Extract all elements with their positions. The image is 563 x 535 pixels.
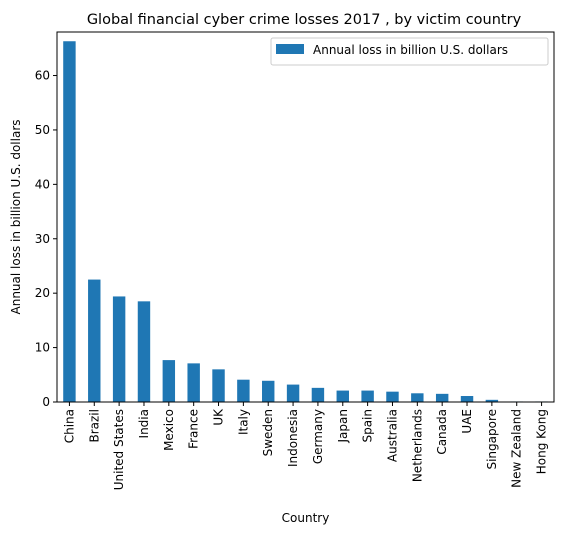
bar-indonesia — [286, 384, 300, 402]
x-tick-label: UAE — [460, 409, 474, 434]
legend-label: Annual loss in billion U.S. dollars — [313, 43, 508, 57]
x-tick-label: France — [187, 409, 201, 449]
bar-canada — [435, 393, 449, 402]
x-tick-label: Spain — [361, 409, 375, 443]
legend: Annual loss in billion U.S. dollars — [270, 37, 549, 66]
plot-frame — [56, 31, 555, 403]
x-tick-label: Hong Kong — [535, 409, 549, 474]
y-axis: 0 10 20 30 40 50 60 — [35, 69, 57, 409]
bars-group — [63, 41, 548, 402]
bar-spain — [361, 390, 374, 402]
x-tick-label: Brazil — [87, 409, 101, 443]
bar-singapore — [485, 399, 499, 402]
x-tick-label: Indonesia — [286, 409, 300, 467]
legend-box — [270, 37, 549, 66]
x-tick-label: Singapore — [485, 409, 499, 470]
bar-uk — [212, 369, 225, 402]
bar-france — [187, 363, 200, 402]
bar-uae — [460, 396, 474, 402]
x-tick-label: Netherlands — [410, 409, 424, 482]
bar-australia — [386, 391, 399, 402]
y-tick-label: 50 — [35, 123, 50, 137]
y-tick-label: 40 — [35, 177, 50, 191]
bar-germany — [311, 387, 325, 402]
x-tick-label: Germany — [311, 409, 325, 464]
x-tick-label: China — [62, 409, 76, 443]
bar-sweden — [262, 380, 275, 402]
bar-india — [137, 301, 151, 402]
x-tick-label: Japan — [336, 409, 350, 443]
x-tick-label: Australia — [385, 409, 399, 462]
x-tick-label: Canada — [435, 409, 449, 455]
y-tick-label: 20 — [35, 286, 50, 300]
bar-united-states — [112, 296, 126, 402]
y-tick-label: 0 — [42, 395, 50, 409]
y-axis-title: Annual loss in billion U.S. dollars — [9, 120, 23, 315]
x-tick-label: Sweden — [261, 409, 275, 456]
bar-mexico — [162, 360, 176, 402]
x-tick-label: Mexico — [162, 409, 176, 451]
bar-italy — [237, 379, 250, 402]
y-tick-label: 10 — [35, 341, 50, 355]
bar-netherlands — [411, 393, 424, 402]
chart-title: Global financial cyber crime losses 2017… — [87, 12, 522, 28]
x-tick-label: United States — [112, 409, 126, 490]
x-tick-label: UK — [212, 408, 226, 426]
x-axis: China Brazil United States India Mexico Franc… — [62, 402, 549, 490]
x-tick-label: New Zealand — [510, 409, 524, 488]
bar-china — [63, 41, 76, 402]
x-tick-label: India — [137, 409, 151, 438]
bar-japan — [336, 390, 349, 402]
x-tick-label: Italy — [236, 409, 250, 435]
bar-brazil — [88, 279, 101, 402]
x-axis-title: Country — [282, 511, 330, 525]
y-tick-label: 60 — [35, 69, 50, 83]
y-tick-label: 30 — [35, 232, 50, 246]
legend-swatch — [276, 44, 304, 54]
